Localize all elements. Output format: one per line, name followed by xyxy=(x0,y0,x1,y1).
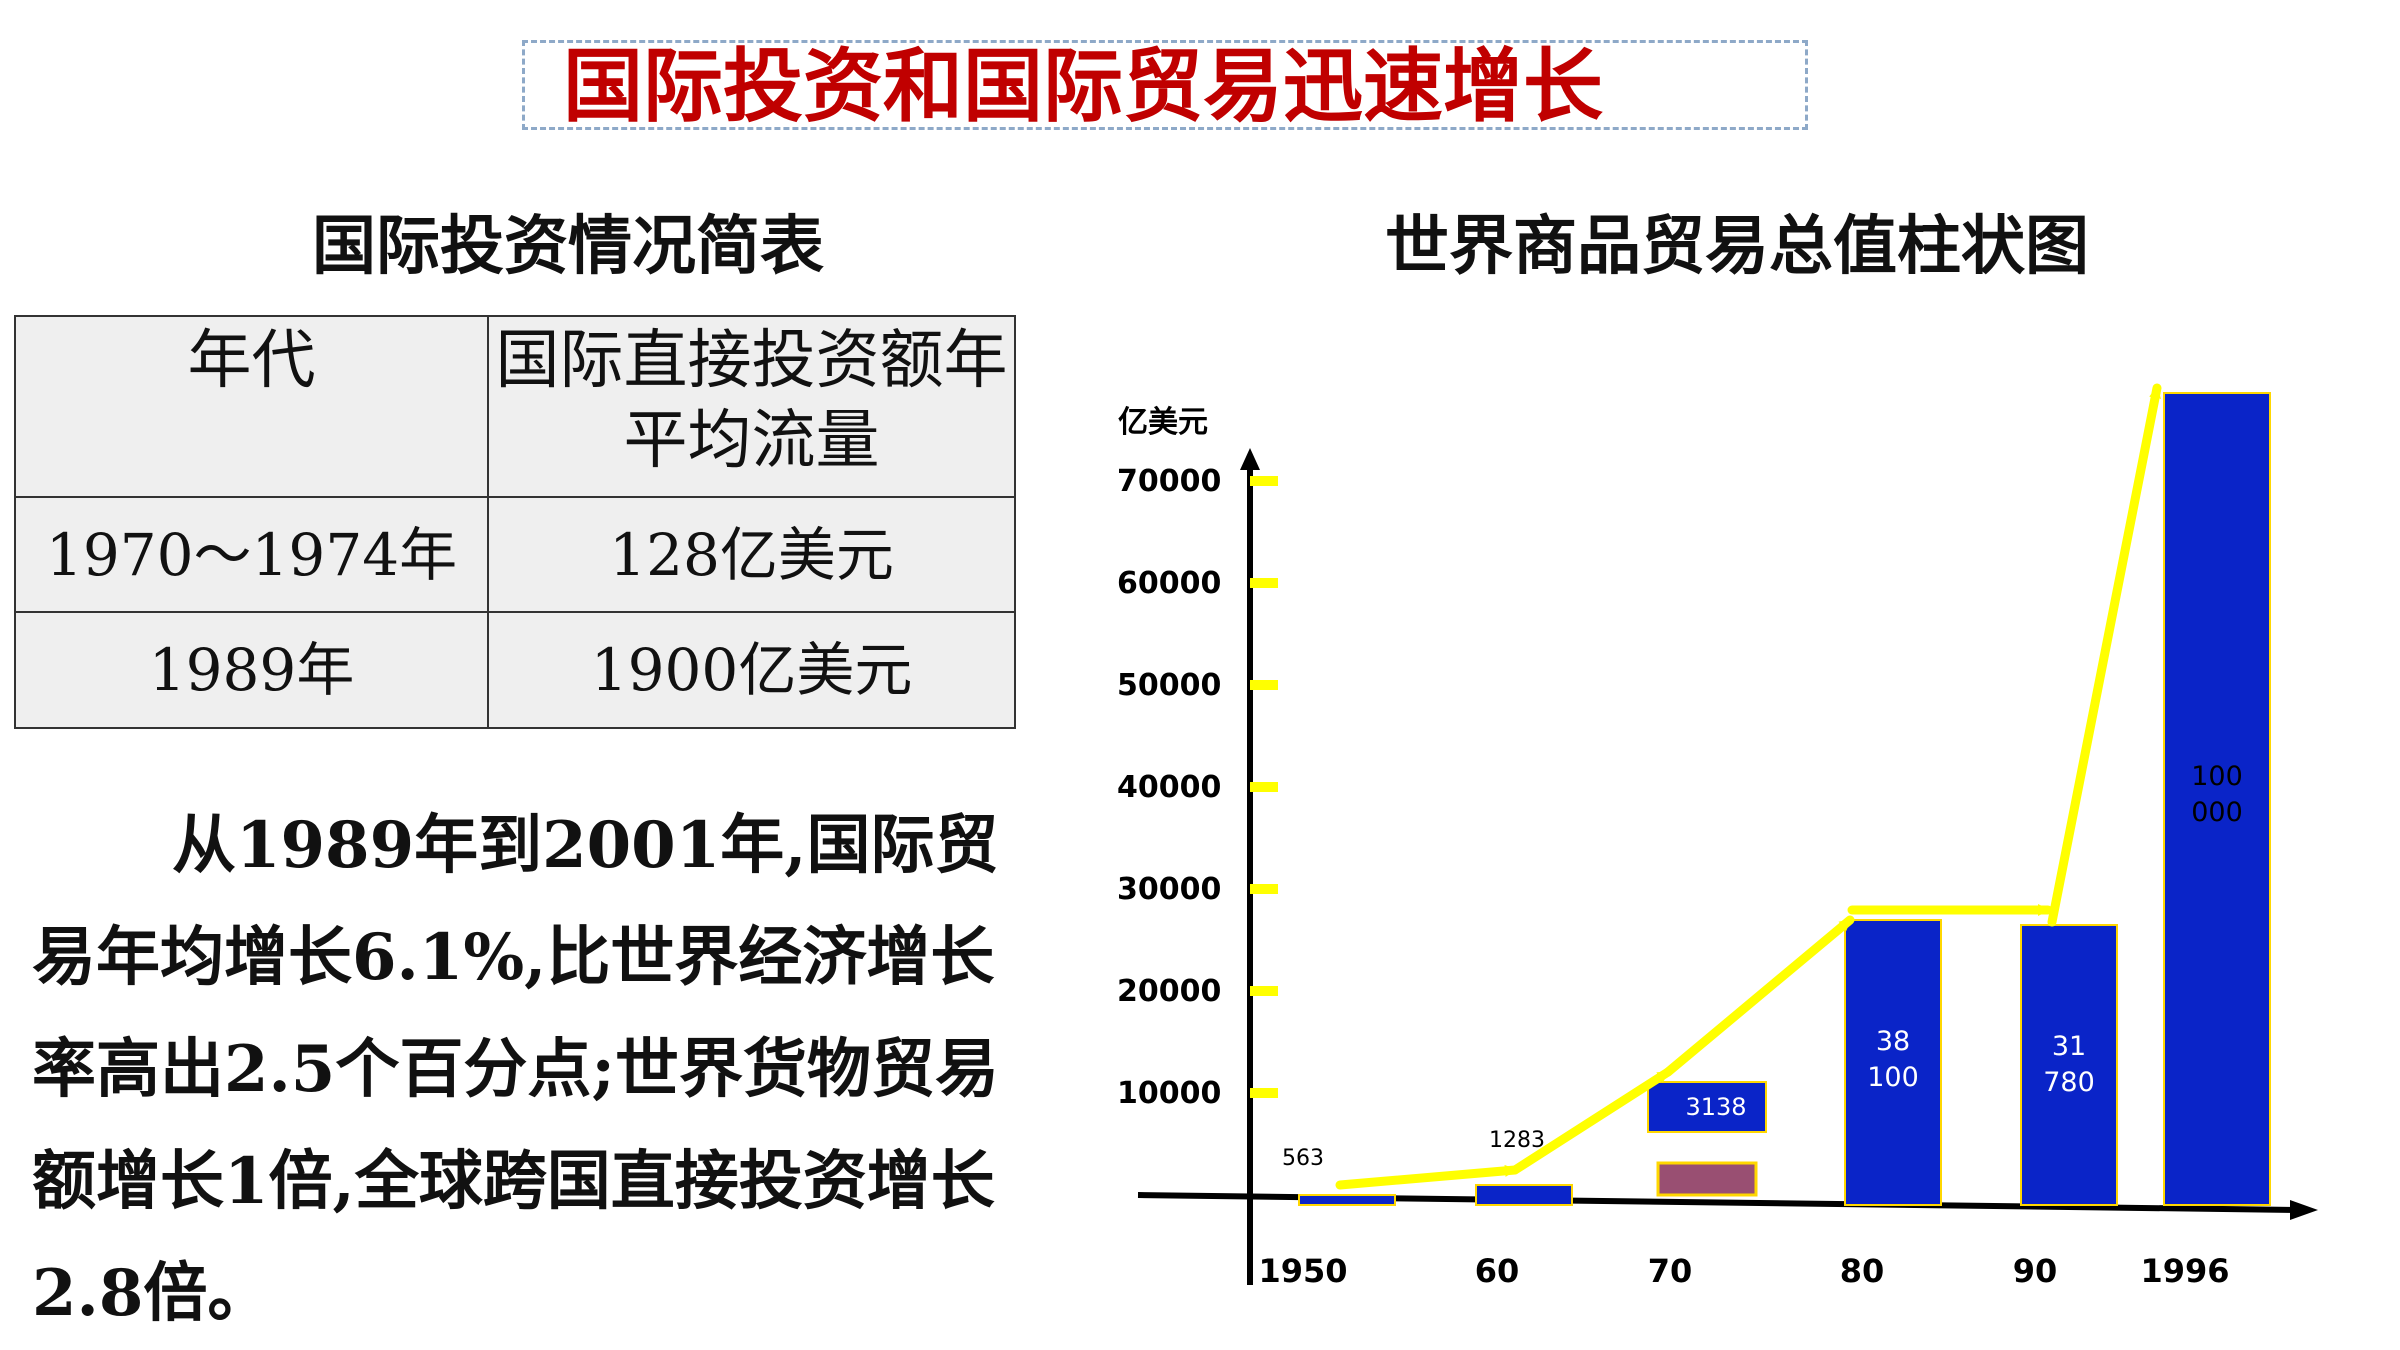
table-title: 国际投资情况简表 xyxy=(312,210,824,284)
header-decade: 年代 xyxy=(13,315,490,498)
title-banner: 国际投资和国际贸易迅速增长 xyxy=(522,40,1808,130)
chart-title: 世界商品贸易总值柱状图 xyxy=(1385,210,2089,284)
y-tick-label: 40000 xyxy=(1117,770,1221,805)
slide-title: 国际投资和国际贸易迅速增长 xyxy=(563,40,1603,133)
bar-1950 xyxy=(1298,1194,1396,1206)
x-axis-arrowhead xyxy=(2290,1200,2318,1220)
table-row: 1989年 1900亿美元 xyxy=(13,611,1016,729)
y-tick-label: 50000 xyxy=(1117,668,1221,703)
y-tick-label: 70000 xyxy=(1117,464,1221,499)
y-axis-label: 亿美元 xyxy=(1118,405,1208,440)
table-row: 1970～1974年 128亿美元 xyxy=(13,495,1016,614)
cell-flow: 1900亿美元 xyxy=(487,611,1016,729)
bar-70-base-block xyxy=(1656,1161,1758,1197)
y-tick-label: 30000 xyxy=(1117,872,1221,907)
y-axis-arrowhead xyxy=(1240,448,1260,470)
x-tick-label: 1950 xyxy=(1258,1252,1347,1290)
summary-paragraph: 从1989年到2001年,国际贸易年均增长6.1%,比世界经济增长率高出2.5个… xyxy=(32,808,999,1331)
x-tick-label: 1996 xyxy=(2140,1252,2229,1290)
bar-value-label: 3138 xyxy=(1685,1093,1746,1121)
bar-value-label: 1283 xyxy=(1489,1128,1545,1153)
trend-arrow-segment xyxy=(1335,1164,1520,1190)
cell-flow: 128亿美元 xyxy=(487,495,1016,614)
y-tick-label: 10000 xyxy=(1117,1076,1221,1111)
bar-value-label: 31 780 xyxy=(2043,1031,2095,1098)
bar-70 xyxy=(1647,1081,1767,1133)
bar-value-label: 100 000 xyxy=(2191,761,2243,828)
bar-value-label: 38 100 xyxy=(1867,1026,1919,1093)
bar-90 xyxy=(2020,924,2118,1206)
y-tick-label: 60000 xyxy=(1117,566,1221,601)
bar-1996 xyxy=(2163,392,2271,1206)
x-tick-label: 80 xyxy=(1840,1252,1885,1290)
cell-decade: 1989年 xyxy=(13,611,490,729)
investment-table: 年代 国际直接投资额年平均流量 1970～1974年 128亿美元 1989年 … xyxy=(13,315,1016,729)
table-header-row: 年代 国际直接投资额年平均流量 xyxy=(13,315,1016,498)
x-tick-label: 70 xyxy=(1648,1252,1693,1290)
trend-arrow-segment xyxy=(1510,1067,1673,1175)
header-flow: 国际直接投资额年平均流量 xyxy=(487,315,1016,498)
x-tick-label: 90 xyxy=(2013,1252,2058,1290)
trend-arrow-segment xyxy=(2047,383,2162,927)
bar-60 xyxy=(1475,1184,1573,1206)
x-tick-label: 60 xyxy=(1475,1252,1520,1290)
trend-arrow-segment xyxy=(1663,915,1855,1077)
bar-80 xyxy=(1844,919,1942,1206)
y-tick-label: 20000 xyxy=(1117,974,1221,1009)
cell-decade: 1970～1974年 xyxy=(13,495,490,614)
bar-value-label: 563 xyxy=(1282,1146,1324,1171)
